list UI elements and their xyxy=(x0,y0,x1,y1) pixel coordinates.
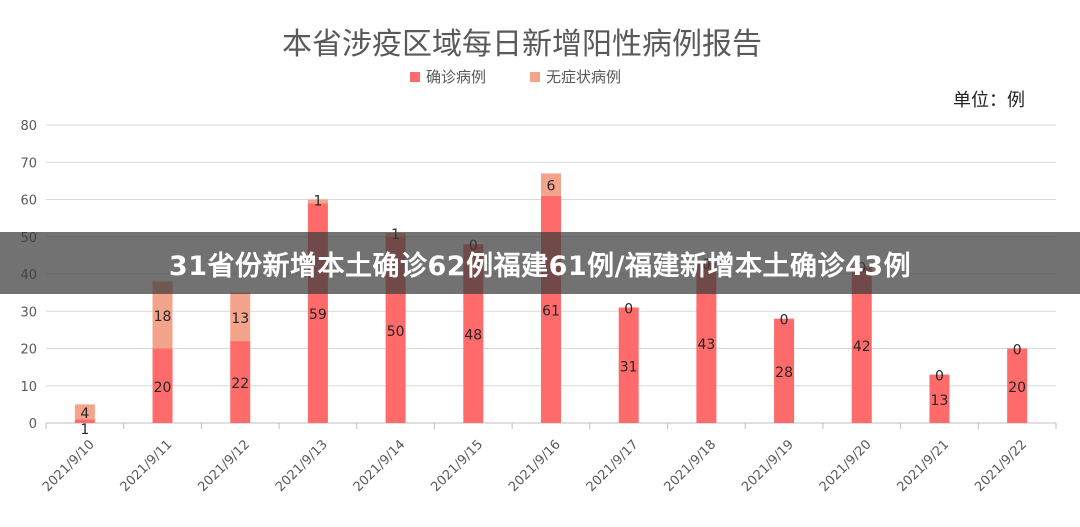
data-label-confirmed: 61 xyxy=(542,303,560,319)
y-tick-label: 70 xyxy=(20,156,37,171)
data-label-confirmed: 20 xyxy=(1008,380,1026,396)
bar-confirmed xyxy=(618,307,639,423)
data-label-confirmed: 31 xyxy=(620,359,638,375)
data-label-asymptomatic: 0 xyxy=(935,369,944,385)
headline-text: 31省份新增本土确诊62例福建61例/福建新增本土确诊43例 xyxy=(168,250,912,282)
y-tick-label: 0 xyxy=(29,417,37,432)
chart-title: 本省涉疫区域每日新增阳性病例报告 xyxy=(282,27,762,62)
legend-label: 确诊病例 xyxy=(426,68,486,86)
x-tick-label: 2021/9/22 xyxy=(972,437,1030,495)
data-label-confirmed: 1 xyxy=(80,422,89,438)
data-label-confirmed: 50 xyxy=(387,324,405,340)
unit-label: 单位：例 xyxy=(953,90,1025,111)
data-label-asymptomatic: 1 xyxy=(313,194,322,210)
x-axis: 2021/9/10 2021/9/11 2021/9/12 2021/9/13 2021… xyxy=(40,423,1057,495)
legend: 确诊病例 无症状病例 xyxy=(410,68,621,86)
headline-banner: 31省份新增本土确诊62例福建61例/福建新增本土确诊43例 xyxy=(0,232,1080,294)
data-label-asymptomatic: 18 xyxy=(154,309,172,325)
x-tick-label: 2021/9/20 xyxy=(817,437,875,495)
x-tick-label: 2021/9/11 xyxy=(118,437,176,495)
bar-confirmed xyxy=(929,374,950,423)
y-tick-label: 10 xyxy=(20,380,37,395)
bar-confirmed xyxy=(696,262,717,423)
bar-confirmed xyxy=(774,318,795,423)
bar-confirmed xyxy=(74,419,95,423)
legend-label: 无症状病例 xyxy=(546,68,621,86)
x-tick-label: 2021/9/15 xyxy=(428,437,486,495)
data-label-confirmed: 43 xyxy=(697,337,715,353)
data-label-confirmed: 22 xyxy=(231,376,249,392)
bar-asymptomatic xyxy=(307,199,328,204)
x-tick-label: 2021/9/14 xyxy=(351,437,409,495)
bar-asymptomatic xyxy=(230,292,251,342)
data-label-asymptomatic: 0 xyxy=(1013,343,1022,359)
x-tick-label: 2021/9/19 xyxy=(739,437,797,495)
data-label-confirmed: 20 xyxy=(154,380,172,396)
data-label-confirmed: 59 xyxy=(309,307,327,323)
bar-asymptomatic xyxy=(541,173,561,196)
x-tick-label: 2021/9/17 xyxy=(584,437,642,495)
bar-confirmed xyxy=(152,348,173,423)
y-tick-label: 20 xyxy=(20,343,37,358)
x-tick-label: 2021/9/13 xyxy=(273,437,331,495)
y-tick-label: 60 xyxy=(20,194,37,209)
x-tick-label: 2021/9/21 xyxy=(895,437,953,495)
y-tick-label: 80 xyxy=(20,119,37,134)
data-label-confirmed: 28 xyxy=(775,365,793,381)
bar-confirmed xyxy=(851,266,872,423)
data-label-confirmed: 42 xyxy=(853,339,871,355)
data-label-confirmed: 48 xyxy=(464,328,482,344)
x-tick-label: 2021/9/16 xyxy=(506,437,564,495)
bar-confirmed xyxy=(230,341,251,423)
data-label-asymptomatic: 4 xyxy=(80,406,89,422)
data-label-confirmed: 13 xyxy=(931,393,949,409)
x-tick-label: 2021/9/10 xyxy=(40,437,98,495)
data-label-asymptomatic: 6 xyxy=(547,179,556,195)
y-tick-label: 30 xyxy=(20,305,37,320)
bar-asymptomatic xyxy=(152,281,173,349)
bar-asymptomatic xyxy=(74,404,95,420)
data-label-asymptomatic: 0 xyxy=(780,313,789,329)
data-label-asymptomatic: 13 xyxy=(231,311,249,327)
x-tick-label: 2021/9/12 xyxy=(195,437,253,495)
legend-swatch xyxy=(530,72,540,82)
x-tick-label: 2021/9/18 xyxy=(661,437,719,495)
data-label-asymptomatic: 0 xyxy=(624,302,633,318)
legend-swatch xyxy=(410,72,420,82)
data-labels: 1420182213591501480616310430280420130200 xyxy=(80,179,1026,438)
bar-confirmed xyxy=(1007,348,1028,423)
